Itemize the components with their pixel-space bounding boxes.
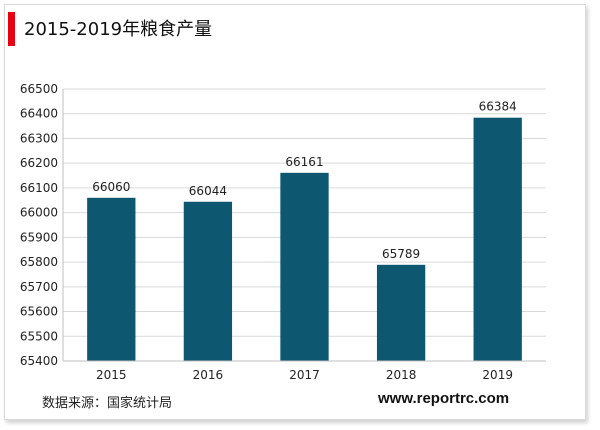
data-label-2019: 66384 [479,100,517,114]
data-source: 数据来源：国家统计局 [42,396,173,411]
y-tick-label: 65600 [20,305,58,319]
y-tick-label: 65800 [20,255,58,269]
y-tick-label: 66000 [20,206,58,220]
y-tick-label: 66300 [20,131,58,145]
chart-title: 2015-2019年粮食产量 [24,19,213,40]
bar-2015 [87,197,136,361]
data-label-2018: 65789 [382,247,420,261]
data-label-2017: 66161 [285,155,323,169]
x-tick-label-2015: 2015 [96,368,127,382]
y-tick-label: 66400 [20,107,58,121]
x-tick-label-2016: 2016 [193,368,224,382]
y-tick-label: 66500 [20,82,58,96]
y-tick-label: 65900 [20,230,58,244]
y-tick-label: 66200 [20,156,58,170]
title-accent-bar [8,12,15,46]
website-link[interactable]: www.reportrc.com [378,390,510,407]
bars: 66060 66044 66161 65789 66384 [87,100,522,361]
x-tick-label-2018: 2018 [386,368,417,382]
x-tick-label-2017: 2017 [289,368,320,382]
bar-2018 [376,264,426,361]
x-tick-label-2019: 2019 [482,368,513,382]
bar-2017 [280,172,329,361]
bar-2016 [183,201,233,361]
x-axis: 2015 2016 2017 2018 2019 [63,360,546,382]
data-label-2016: 66044 [189,184,227,198]
y-tick-label: 65700 [20,280,58,294]
y-axis: 65400 65500 65600 65700 65800 65900 66000 66100… [20,82,64,368]
data-label-2015: 66060 [92,180,130,194]
bar-2019 [473,117,522,361]
y-tick-label: 65500 [20,329,58,343]
y-tick-label: 65400 [20,354,58,368]
y-tick-label: 66100 [20,181,58,195]
